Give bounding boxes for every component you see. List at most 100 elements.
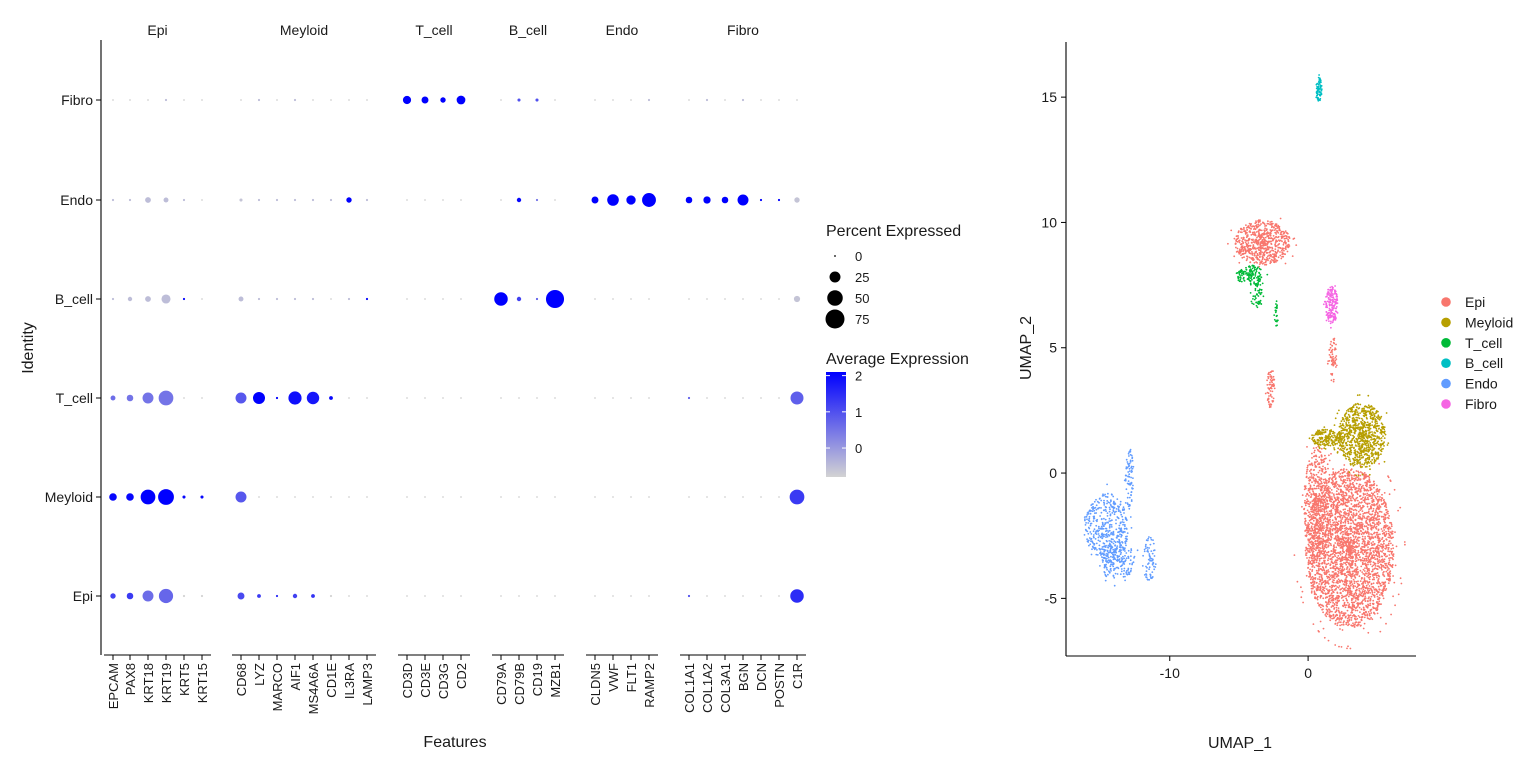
- umap-point: [1317, 498, 1319, 500]
- umap-point: [1363, 544, 1365, 546]
- umap-point: [1319, 589, 1321, 591]
- umap-point: [1364, 567, 1366, 569]
- umap-point: [1340, 554, 1342, 556]
- umap-point: [1329, 487, 1331, 489]
- panel-title-fibro: Fibro: [727, 22, 759, 38]
- umap-point: [1327, 537, 1329, 539]
- umap-point: [1330, 356, 1332, 358]
- umap-point: [1345, 492, 1347, 494]
- umap-point: [1315, 455, 1317, 457]
- umap-point: [1268, 395, 1270, 397]
- umap-point: [1334, 509, 1336, 511]
- umap-point: [1311, 475, 1313, 477]
- umap-point: [1370, 525, 1372, 527]
- umap-point: [1312, 477, 1314, 479]
- umap-point: [1319, 533, 1321, 535]
- umap-point: [1364, 592, 1366, 594]
- umap-point: [1323, 490, 1325, 492]
- umap-point: [1354, 499, 1356, 501]
- umap-point: [1337, 494, 1339, 496]
- umap-point: [1309, 516, 1311, 518]
- umap-point: [1348, 596, 1350, 598]
- umap-point: [1236, 235, 1238, 237]
- dot-endo-ms4a6a: [312, 199, 314, 201]
- dot-b-cell-flt1: [630, 298, 632, 300]
- umap-point: [1355, 581, 1357, 583]
- umap-point: [1343, 562, 1345, 564]
- umap-point: [1274, 248, 1276, 250]
- umap-point: [1343, 464, 1345, 466]
- umap-point: [1324, 518, 1326, 520]
- umap-point: [1368, 591, 1370, 593]
- umap-point: [1337, 447, 1339, 449]
- umap-point: [1378, 586, 1380, 588]
- dot-t-cell-mzb1: [554, 397, 556, 399]
- umap-point: [1347, 622, 1349, 624]
- umap-point: [1306, 446, 1308, 448]
- umap-point: [1373, 487, 1375, 489]
- dot-epi-mzb1: [554, 595, 556, 597]
- umap-point: [1387, 525, 1389, 527]
- umap-point: [1372, 511, 1374, 513]
- umap-point: [1358, 615, 1360, 617]
- umap-point: [1332, 514, 1334, 516]
- umap-point: [1351, 550, 1353, 552]
- dot-fibro-c1r: [796, 99, 798, 101]
- umap-point: [1338, 501, 1340, 503]
- umap-point: [1357, 572, 1359, 574]
- umap-point: [1278, 256, 1280, 258]
- umap-point: [1334, 525, 1336, 527]
- umap-point: [1364, 617, 1366, 619]
- umap-point: [1329, 500, 1331, 502]
- umap-point: [1324, 541, 1326, 543]
- umap-point: [1373, 603, 1375, 605]
- umap-point: [1345, 482, 1347, 484]
- umap-point: [1312, 514, 1314, 516]
- umap-point: [1325, 531, 1327, 533]
- umap-point: [1347, 539, 1349, 541]
- umap-point: [1282, 236, 1284, 238]
- umap-point: [1359, 584, 1361, 586]
- umap-point: [1330, 453, 1332, 455]
- umap-point: [1325, 567, 1327, 569]
- umap-point: [1371, 583, 1373, 585]
- umap-point: [1363, 569, 1365, 571]
- umap-point: [1371, 516, 1373, 518]
- umap-point: [1314, 509, 1316, 511]
- umap-point: [1336, 487, 1338, 489]
- umap-point: [1355, 600, 1357, 602]
- umap-point: [1343, 495, 1345, 497]
- dot-epi-il3ra: [348, 595, 350, 597]
- umap-point: [1249, 227, 1251, 229]
- umap-point: [1366, 520, 1368, 522]
- dot-epi-cd79a: [500, 595, 502, 597]
- umap-point: [1332, 471, 1334, 473]
- umap-point: [1377, 534, 1379, 536]
- umap-point: [1309, 557, 1311, 559]
- umap-point: [1337, 555, 1339, 557]
- umap-point: [1310, 555, 1312, 557]
- umap-point: [1342, 522, 1344, 524]
- umap-point: [1305, 552, 1307, 554]
- umap-point: [1342, 547, 1344, 549]
- umap-point: [1370, 599, 1372, 601]
- umap-point: [1372, 518, 1374, 520]
- umap-point: [1344, 485, 1346, 487]
- umap-point: [1399, 507, 1401, 509]
- size-legend-label-0: 0: [855, 249, 862, 264]
- umap-point: [1281, 251, 1283, 253]
- umap-point: [1273, 384, 1275, 386]
- umap-point: [1308, 571, 1310, 573]
- umap-point: [1356, 476, 1358, 478]
- umap-point: [1246, 227, 1248, 229]
- umap-point: [1372, 554, 1374, 556]
- umap-point: [1321, 492, 1323, 494]
- umap-point: [1330, 567, 1332, 569]
- umap-point: [1383, 553, 1385, 555]
- umap-point: [1374, 595, 1376, 597]
- umap-point: [1379, 522, 1381, 524]
- umap-point: [1335, 599, 1337, 601]
- umap-point: [1334, 644, 1336, 646]
- umap-point: [1367, 475, 1369, 477]
- umap-point: [1380, 603, 1382, 605]
